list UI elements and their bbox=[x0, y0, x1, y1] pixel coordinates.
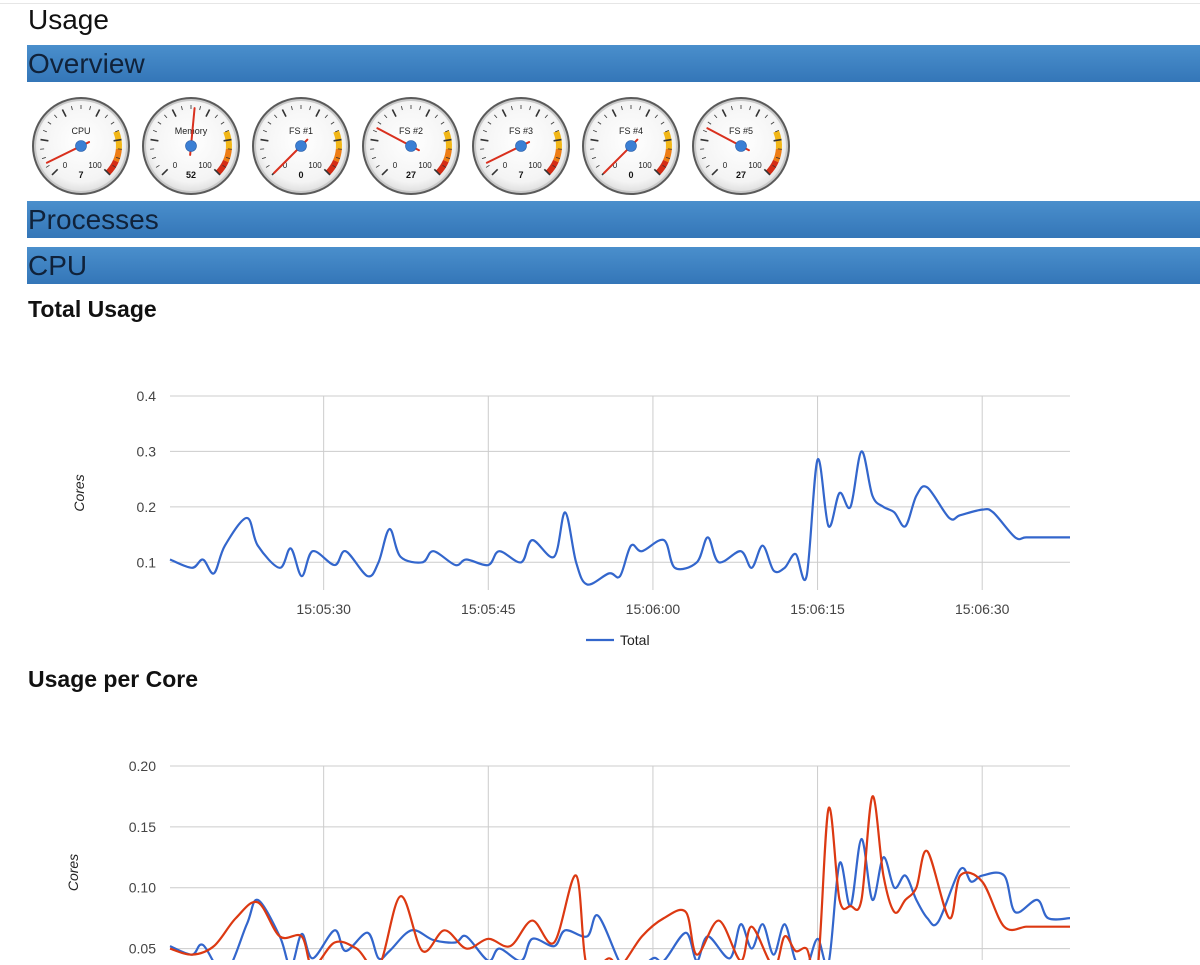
top-border bbox=[0, 3, 1200, 4]
gauge-hub bbox=[76, 141, 87, 152]
gauge-label: FS #5 bbox=[729, 126, 753, 136]
gauge-max-label: 100 bbox=[638, 161, 652, 170]
y-tick-label: 0.20 bbox=[129, 758, 156, 774]
gauge-max-label: 100 bbox=[528, 161, 542, 170]
x-tick-label: 15:06:30 bbox=[955, 601, 1010, 617]
gauge-label: FS #3 bbox=[509, 126, 533, 136]
gauge-min-label: 0 bbox=[393, 161, 398, 170]
series-line-2 bbox=[170, 796, 1070, 960]
section-header-processes[interactable]: Processes bbox=[27, 201, 1200, 238]
gauge-min-label: 0 bbox=[63, 161, 68, 170]
gauge-value: 7 bbox=[78, 170, 83, 180]
gauge-value: 0 bbox=[628, 170, 633, 180]
gauge-cpu: CPU 0 100 7 bbox=[31, 96, 131, 196]
gauge-value: 7 bbox=[518, 170, 523, 180]
section-header-overview[interactable]: Overview bbox=[27, 45, 1200, 82]
legend: Total bbox=[586, 632, 650, 648]
usage-per-core-title: Usage per Core bbox=[28, 666, 198, 693]
page-title: Usage bbox=[28, 2, 109, 38]
y-axis-title: Cores bbox=[65, 854, 81, 891]
chart-grid bbox=[170, 766, 1070, 960]
y-tick-label: 0.05 bbox=[129, 941, 156, 957]
gauge-hub bbox=[626, 141, 637, 152]
y-tick-label: 0.3 bbox=[137, 443, 157, 459]
gauge-hub bbox=[736, 141, 747, 152]
gauge-min-label: 0 bbox=[173, 161, 178, 170]
gauge-hub bbox=[186, 141, 197, 152]
gauge-max-label: 100 bbox=[748, 161, 762, 170]
gauge-fs-3: FS #3 0 100 7 bbox=[471, 96, 571, 196]
y-tick-label: 0.15 bbox=[129, 819, 156, 835]
gauge-label: FS #1 bbox=[289, 126, 313, 136]
usage-per-core-chart: 0.05 0.10 0.15 0.20 Cores bbox=[27, 700, 1200, 965]
gauge-max-label: 100 bbox=[88, 161, 102, 170]
section-header-cpu[interactable]: CPU bbox=[27, 247, 1200, 284]
y-axis-title: Cores bbox=[71, 474, 87, 511]
y-tick-label: 0.2 bbox=[137, 499, 157, 515]
x-tick-label: 15:06:00 bbox=[626, 601, 681, 617]
total-usage-chart: 0.1 0.2 0.3 0.4 15:05:30 15:05:45 15:06:00 15:0… bbox=[27, 330, 1200, 665]
gauge-value: 52 bbox=[186, 170, 196, 180]
y-tick-label: 0.4 bbox=[137, 388, 157, 404]
legend-label: Total bbox=[620, 632, 650, 648]
gauge-hub bbox=[406, 141, 417, 152]
section-title-overview: Overview bbox=[28, 47, 145, 81]
x-tick-label: 15:05:30 bbox=[296, 601, 351, 617]
chart-grid bbox=[170, 396, 1070, 590]
gauge-min-label: 0 bbox=[723, 161, 728, 170]
gauge-value: 27 bbox=[406, 170, 416, 180]
y-tick-label: 0.10 bbox=[129, 880, 156, 896]
gauge-max-label: 100 bbox=[198, 161, 212, 170]
gauge-max-label: 100 bbox=[308, 161, 322, 170]
section-title-cpu: CPU bbox=[28, 249, 87, 283]
section-title-processes: Processes bbox=[28, 203, 159, 237]
gauge-label: FS #4 bbox=[619, 126, 643, 136]
gauge-min-label: 0 bbox=[503, 161, 508, 170]
y-tick-label: 0.1 bbox=[137, 554, 157, 570]
gauge-hub bbox=[296, 141, 307, 152]
x-tick-label: 15:05:45 bbox=[461, 601, 516, 617]
gauge-value: 27 bbox=[736, 170, 746, 180]
x-tick-label: 15:06:15 bbox=[790, 601, 845, 617]
gauge-max-label: 100 bbox=[418, 161, 432, 170]
gauge-hub bbox=[516, 141, 527, 152]
gauge-label: CPU bbox=[71, 126, 90, 136]
total-usage-title: Total Usage bbox=[28, 296, 157, 323]
gauge-label: FS #2 bbox=[399, 126, 423, 136]
series-line-total bbox=[170, 451, 1070, 584]
gauge-value: 0 bbox=[298, 170, 303, 180]
